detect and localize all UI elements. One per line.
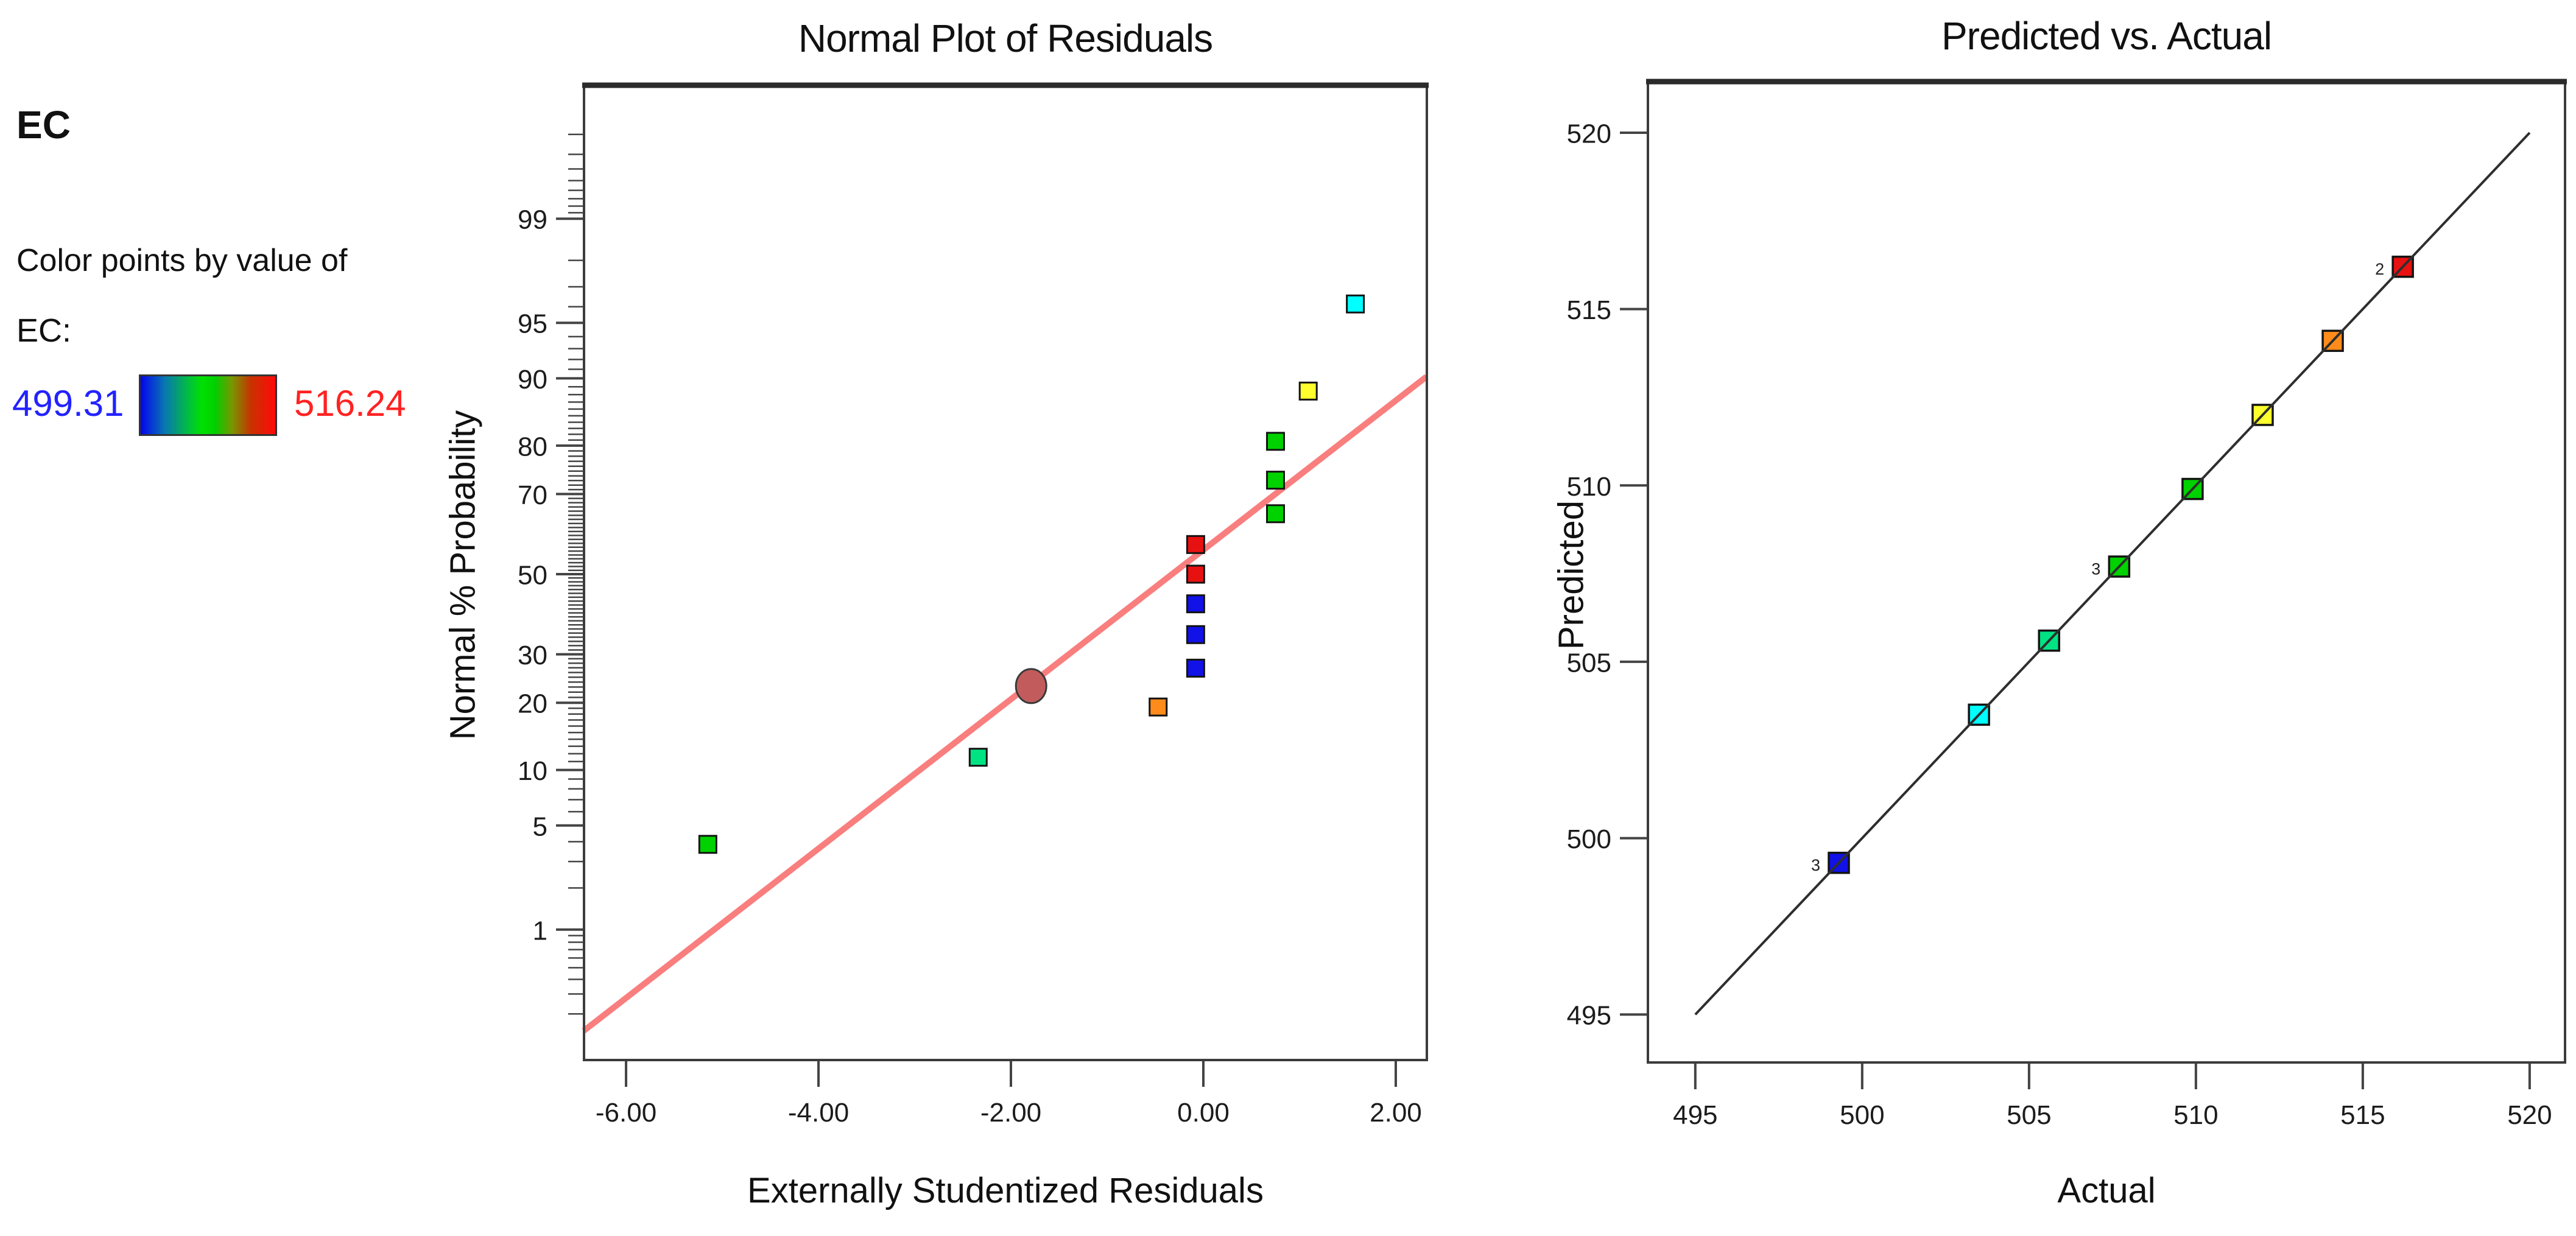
data-point[interactable]: [1265, 504, 1285, 524]
left-chart-title: Normal Plot of Residuals: [798, 16, 1213, 60]
left-chart-x-tick-label: -4.00: [788, 1098, 849, 1128]
right-chart-y-tick-label: 510: [1567, 472, 1611, 502]
point-count-label: 3: [1811, 856, 1820, 874]
left-chart-y-tick-label: 20: [518, 689, 547, 719]
left-chart-x-tick-label: 0.00: [1177, 1098, 1230, 1128]
left-chart-x-tick-label: -2.00: [980, 1098, 1041, 1128]
left-chart-y-tick-label: 95: [518, 309, 547, 339]
data-point[interactable]: [1346, 294, 1365, 314]
right-chart-y-tick-label: 520: [1567, 119, 1611, 149]
identity-line: [1694, 132, 2531, 1016]
data-point[interactable]: [1186, 594, 1205, 614]
point-count-label: 2: [2375, 260, 2384, 278]
left-chart-x-tick-label: -6.00: [596, 1098, 656, 1128]
data-point[interactable]: [1298, 381, 1318, 401]
right-chart-x-axis-title: Actual: [2057, 1171, 2156, 1210]
right-chart-y-tick-label: 505: [1567, 648, 1611, 678]
data-point[interactable]: [1186, 564, 1205, 584]
left-chart-x-axis-title: Externally Studentized Residuals: [747, 1171, 1264, 1210]
data-point[interactable]: [1265, 471, 1285, 490]
right-chart-y-tick-label: 500: [1567, 824, 1611, 854]
left-chart-y-tick-label: 1: [533, 916, 547, 946]
data-point[interactable]: [698, 835, 717, 854]
data-point[interactable]: [1265, 432, 1285, 451]
data-point[interactable]: [968, 748, 988, 767]
left-chart-y-tick-label: 90: [518, 365, 547, 395]
legend-response-title: EC: [16, 103, 71, 147]
legend-factor-label: EC:: [16, 312, 72, 349]
data-point[interactable]: [1186, 658, 1205, 678]
right-chart-x-tick-label: 500: [1840, 1100, 1884, 1130]
left-chart-frame: [583, 84, 1428, 1061]
highlighted-point[interactable]: [1015, 668, 1047, 704]
data-point[interactable]: [1149, 697, 1168, 717]
legend-max-value: 516.24: [294, 383, 406, 424]
right-chart-x-tick-label: 495: [1673, 1100, 1717, 1130]
legend-caption: Color points by value of: [16, 243, 348, 278]
right-chart-x-tick-label: 510: [2173, 1100, 2218, 1130]
left-chart-y-tick-label: 10: [518, 756, 547, 786]
point-count-label: 3: [2091, 560, 2100, 578]
left-chart-y-tick-label: 80: [518, 432, 547, 462]
right-chart-y-tick-label: 515: [1567, 295, 1611, 325]
left-chart-y-tick-label: 70: [518, 480, 547, 510]
right-chart-y-tick-label: 495: [1567, 1001, 1611, 1031]
right-chart-x-tick-label: 515: [2340, 1100, 2385, 1130]
right-chart-x-tick-label: 520: [2507, 1100, 2552, 1130]
left-chart-y-tick-label: 50: [518, 561, 547, 591]
right-chart-frame: [1647, 80, 2566, 1064]
left-chart-y-tick-label: 99: [518, 205, 547, 235]
right-chart-x-tick-label: 505: [2007, 1100, 2051, 1130]
legend-color-gradient-bar: [139, 374, 277, 436]
left-chart-y-tick-label: 30: [518, 641, 547, 670]
normal-plot-fit-line: [582, 374, 1429, 1033]
right-chart-title: Predicted vs. Actual: [1941, 14, 2272, 58]
legend-min-value: 499.31: [12, 383, 124, 424]
data-point[interactable]: [1186, 535, 1205, 554]
data-point[interactable]: [1186, 625, 1205, 644]
left-chart-x-tick-label: 2.00: [1370, 1098, 1422, 1128]
left-chart-y-tick-label: 5: [533, 812, 547, 841]
